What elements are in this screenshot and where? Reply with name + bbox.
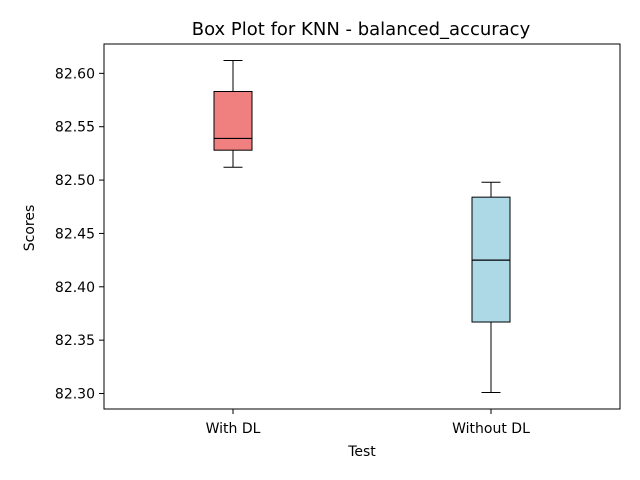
plot-area: 82.30 82.35 82.40 82.45 82.50 82.55 82.60 With … — [55, 43, 621, 437]
chart-title: Box Plot for KNN - balanced_accuracy — [192, 19, 531, 40]
x-axis-label: Test — [347, 444, 376, 460]
x-tick-label: Without DL — [452, 421, 530, 437]
y-tick-label: 82.35 — [55, 333, 95, 349]
y-axis-label: Scores — [22, 205, 38, 252]
y-tick-label: 82.30 — [55, 387, 95, 403]
y-tick-label: 82.55 — [55, 120, 95, 136]
box — [213, 90, 253, 151]
y-tick-label: 82.50 — [55, 173, 95, 189]
y-tick-label: 82.60 — [55, 66, 95, 82]
x-tick-label: With DL — [206, 421, 261, 437]
y-tick-label: 82.40 — [55, 280, 95, 296]
y-tick-label: 82.45 — [55, 226, 95, 242]
plot-frame — [103, 43, 621, 410]
